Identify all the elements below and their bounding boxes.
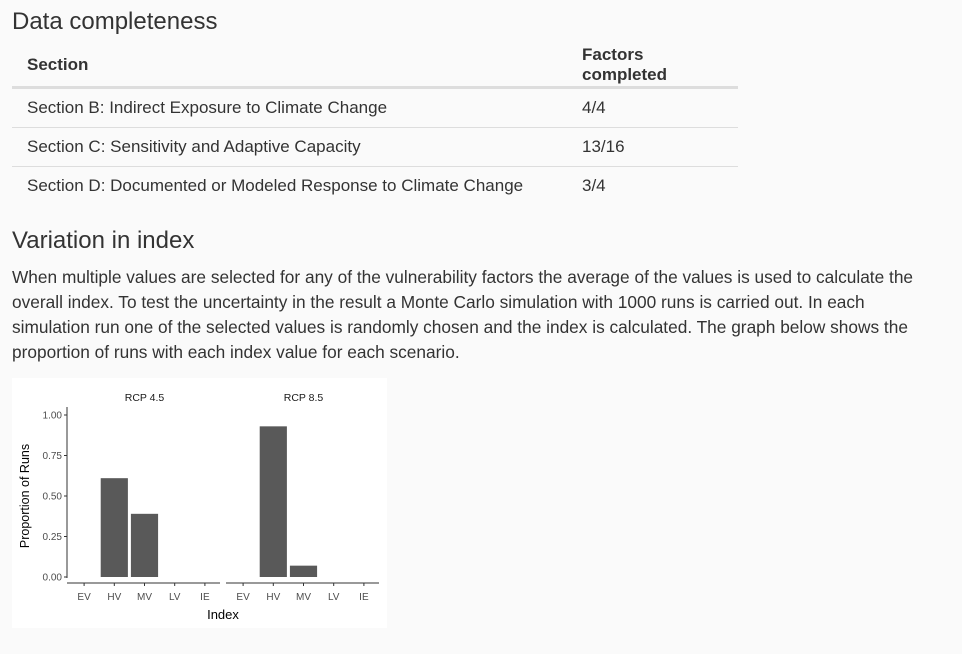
factors-cell: 3/4: [582, 176, 606, 195]
x-axis-title: Index: [207, 607, 239, 622]
variation-chart: 0.00 0.25 0.50 0.75 1.00 Proportion of Runs RC…: [12, 378, 387, 628]
section-heading-variation: Variation in index: [12, 227, 195, 254]
x-tick-label: HV: [107, 592, 121, 603]
table-row: Section D: Documented or Modeled Respons…: [12, 167, 738, 206]
variation-chart-svg: 0.00 0.25 0.50 0.75 1.00 Proportion of Runs RC…: [18, 392, 379, 622]
bar: [100, 478, 128, 577]
variation-description: When multiple values are selected for an…: [12, 267, 914, 362]
y-axis-title: Proportion of Runs: [18, 444, 32, 548]
section-cell: Section C: Sensitivity and Adaptive Capa…: [12, 127, 567, 167]
y-tick-label: 0.50: [43, 492, 63, 503]
y-tick-label: 0.25: [43, 532, 63, 543]
factors-cell: 4/4: [567, 87, 738, 128]
table-header-row: Section Factors completed: [12, 44, 738, 89]
table-row: Section B: Indirect Exposure to Climate …: [12, 87, 738, 128]
x-tick-label: HV: [266, 592, 280, 603]
y-tick-label: 0.75: [43, 451, 63, 462]
completeness-table: Section Factors completed Section B: Ind…: [12, 44, 738, 205]
panel-title: RCP 4.5: [125, 392, 165, 404]
x-tick-label: IE: [200, 592, 210, 603]
x-tick-label: LV: [169, 592, 181, 603]
y-tick-label: 1.00: [43, 411, 63, 422]
column-header-factors: Factors completed: [567, 44, 738, 89]
factors-cell: 13/16: [567, 127, 738, 167]
section-cell: Section B: Indirect Exposure to Climate …: [12, 87, 567, 128]
y-tick-label: 0.00: [43, 573, 63, 584]
panel-title: RCP 8.5: [284, 392, 324, 404]
table-row: Section C: Sensitivity and Adaptive Capa…: [12, 127, 738, 167]
bar: [130, 513, 159, 577]
bar: [289, 565, 318, 577]
bar: [259, 426, 287, 577]
column-header-section: Section: [12, 44, 567, 89]
x-tick-label: MV: [296, 592, 311, 603]
x-tick-label: EV: [236, 592, 250, 603]
section-cell: Section D: Documented or Modeled Respons…: [27, 176, 524, 195]
x-tick-label: MV: [137, 592, 152, 603]
x-tick-label: EV: [77, 592, 91, 603]
section-heading-data-completeness: Data completeness: [12, 8, 218, 35]
x-tick-label: IE: [359, 592, 369, 603]
x-tick-label: LV: [328, 592, 340, 603]
